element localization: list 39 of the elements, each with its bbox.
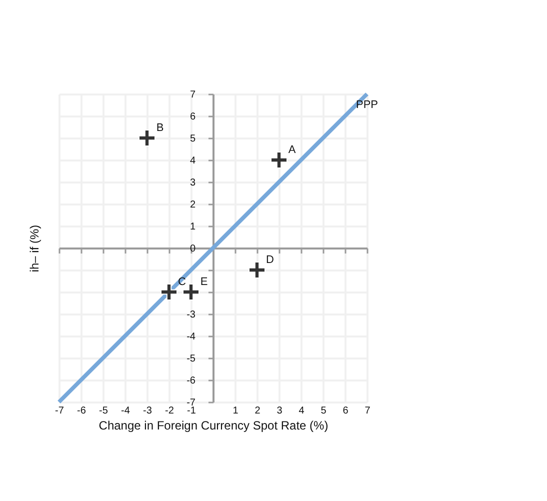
x-axis-title: Change in Foreign Currency Spot Rate (%) bbox=[98, 418, 328, 432]
x-tick-label: -4 bbox=[121, 406, 130, 416]
x-tick-label: -3 bbox=[143, 406, 152, 416]
x-tick-label: 1 bbox=[232, 406, 239, 416]
y-tick-label: 7 bbox=[190, 90, 196, 100]
point bbox=[248, 262, 266, 278]
point bbox=[270, 152, 288, 168]
point bbox=[160, 284, 178, 300]
series-label: PPP bbox=[356, 99, 378, 111]
series-label: B bbox=[156, 122, 164, 134]
y-tick-label: 0 bbox=[190, 244, 196, 254]
y-tick-label: 1 bbox=[190, 222, 196, 232]
point bbox=[182, 284, 200, 300]
series-label: E bbox=[200, 276, 208, 288]
y-tick-label: -5 bbox=[186, 354, 196, 364]
x-tick-label: 5 bbox=[320, 406, 327, 416]
y-tick-label: -3 bbox=[186, 310, 196, 320]
x-tick-label: -5 bbox=[99, 406, 108, 416]
x-tick-label: -7 bbox=[55, 406, 64, 416]
y-tick-label: 6 bbox=[190, 112, 196, 122]
series-label: C bbox=[178, 276, 186, 288]
x-tick-label: -6 bbox=[77, 406, 86, 416]
y-tick-label: 2 bbox=[190, 200, 196, 210]
x-tick-label: 4 bbox=[298, 406, 305, 416]
x-tick-label: 3 bbox=[276, 406, 283, 416]
y-tick-label: 5 bbox=[190, 134, 196, 144]
series-label: D bbox=[266, 254, 274, 266]
x-tick-label: 2 bbox=[254, 406, 261, 416]
point bbox=[138, 130, 156, 146]
y-tick-label: -4 bbox=[186, 332, 196, 342]
y-tick-label: 4 bbox=[190, 156, 196, 166]
x-tick-label: -2 bbox=[165, 406, 174, 416]
series-label: A bbox=[288, 144, 296, 156]
y-axis-title: ih– if (%) bbox=[28, 224, 42, 272]
x-tick-label: 7 bbox=[364, 406, 371, 416]
y-tick-label: -6 bbox=[186, 376, 196, 386]
x-tick-label: -1 bbox=[187, 406, 196, 416]
y-tick-label: 3 bbox=[190, 178, 196, 188]
x-tick-label: 6 bbox=[342, 406, 349, 416]
